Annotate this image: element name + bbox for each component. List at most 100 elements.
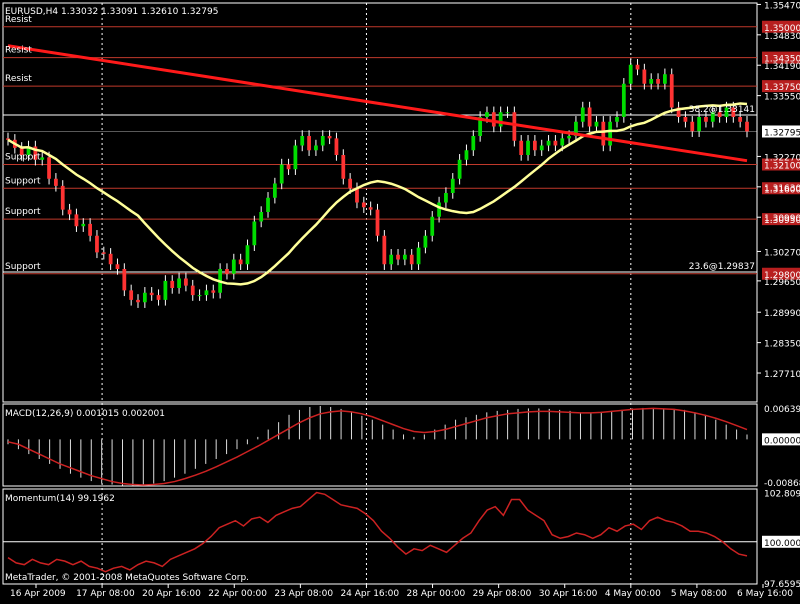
candle-body-27 (190, 285, 195, 296)
level-label-2: Resist (5, 46, 32, 56)
candle-body-4 (33, 146, 38, 160)
candle-body-2 (19, 147, 24, 155)
y-tick-label-3: 1.33550 (764, 93, 800, 103)
y-tick-label-0: 1.35470 (764, 1, 800, 11)
main-chart-title: EURUSD,H4 1.33032 1.33091 1.32610 1.3279… (5, 7, 218, 17)
candle-body-62 (430, 216, 435, 236)
candle-body-33 (231, 259, 236, 274)
candle-body-102 (704, 117, 708, 122)
level-price-label-6: 1.30950 (764, 216, 800, 226)
candle-body-79 (546, 140, 551, 146)
candle-body-36 (252, 221, 257, 246)
candle-body-63 (437, 202, 441, 217)
candle-body-92 (635, 64, 640, 70)
level-label-7: Support (5, 262, 41, 272)
candle-body-93 (642, 69, 647, 84)
candle-body-12 (88, 223, 92, 236)
candle-body-95 (656, 79, 660, 84)
current-price-label: 1.32795 (764, 128, 800, 138)
candle-body-25 (177, 278, 181, 288)
y-tick-label-5: 1.32270 (764, 153, 800, 163)
candle-body-101 (697, 117, 701, 132)
candle-body-73 (505, 112, 510, 114)
candle-body-85 (587, 107, 592, 127)
level-price-box-2 (762, 51, 800, 64)
candle-body-5 (40, 157, 45, 160)
candle-body-68 (471, 136, 476, 151)
x-tick-label-7: 29 Apr 08:00 (473, 589, 532, 599)
x-tick-label-4: 23 Apr 08:00 (274, 589, 333, 599)
level-price-label-2: 1.34350 (764, 55, 800, 65)
fib-label-1: 38.2@1.33141 (689, 105, 755, 115)
candle-body-49 (341, 155, 346, 179)
x-tick-label-3: 22 Apr 00:00 (208, 589, 267, 599)
candle-body-59 (409, 254, 414, 265)
candle-body-22 (156, 295, 161, 300)
candle-body-84 (580, 107, 585, 122)
momentum-title: Momentum(14) 99.1962 (5, 494, 115, 504)
candle-body-44 (307, 136, 311, 151)
pane-frame-2 (2, 403, 758, 487)
candle-body-60 (416, 247, 421, 265)
candle-body-9 (67, 209, 72, 215)
level-price-box-6 (762, 213, 800, 226)
candle-body-48 (334, 138, 339, 155)
candle-body-107 (738, 117, 743, 122)
x-tick-label-9: 4 May 00:00 (605, 589, 661, 599)
x-tick-label-1: 17 Apr 08:00 (76, 589, 135, 599)
candle-body-37 (259, 212, 264, 222)
moving-average-line (7, 102, 748, 286)
y-tick-label-12: 1.27710 (764, 370, 800, 380)
y-tick-label-10: 1.28990 (764, 309, 800, 319)
candle-body-64 (444, 193, 448, 203)
pane-frame-3 (2, 488, 758, 585)
macd-tick-label-0: 0.006391 (764, 405, 800, 415)
momentum-baseline-box (762, 535, 800, 548)
level-price-box-3 (762, 80, 800, 93)
candle-body-78 (539, 145, 544, 151)
candle-body-39 (272, 183, 277, 198)
macd-title: MACD(12,26,9) 0.001015 0.002001 (5, 409, 165, 419)
y-tick-label-1: 1.34830 (764, 32, 800, 42)
candle-body-3 (26, 146, 31, 155)
level-label-3: Resist (5, 74, 32, 84)
candle-body-94 (649, 79, 654, 84)
candle-body-23 (163, 280, 168, 300)
candle-body-75 (519, 140, 524, 155)
candle-body-55 (382, 235, 387, 265)
candle-body-47 (327, 136, 332, 139)
candle-body-88 (608, 121, 613, 146)
candle-body-8 (60, 185, 65, 210)
level-price-box-4 (762, 158, 800, 171)
candle-body-81 (560, 138, 565, 146)
candle-body-17 (122, 269, 127, 291)
candle-body-6 (47, 157, 51, 179)
fib-label-2: 23.6@1.29837 (689, 262, 755, 272)
x-tick-label-8: 30 Apr 16:00 (539, 589, 598, 599)
current-price-box (762, 125, 800, 138)
level-price-label-1: 1.35000 (764, 24, 800, 34)
candle-body-46 (320, 136, 325, 146)
candle-body-57 (396, 254, 400, 260)
candle-body-100 (690, 121, 695, 132)
candle-body-103 (710, 112, 715, 122)
candle-body-35 (245, 245, 250, 265)
y-tick-label-2: 1.34190 (764, 62, 800, 72)
candle-body-11 (81, 223, 86, 227)
candle-body-65 (450, 178, 455, 193)
candle-body-104 (717, 112, 722, 117)
candle-body-86 (594, 121, 599, 127)
level-price-box-7 (762, 267, 800, 280)
momentum-tick-label-0: 102.809 (764, 489, 800, 499)
level-price-label-4: 1.32100 (764, 162, 800, 172)
level-price-label-7: 1.29800 (764, 271, 800, 281)
y-tick-label-11: 1.28350 (764, 340, 800, 350)
candle-body-76 (526, 140, 530, 155)
candle-body-99 (683, 117, 688, 122)
candle-body-69 (478, 117, 483, 136)
candle-body-43 (300, 136, 305, 146)
pane-frame-1 (2, 2, 758, 403)
